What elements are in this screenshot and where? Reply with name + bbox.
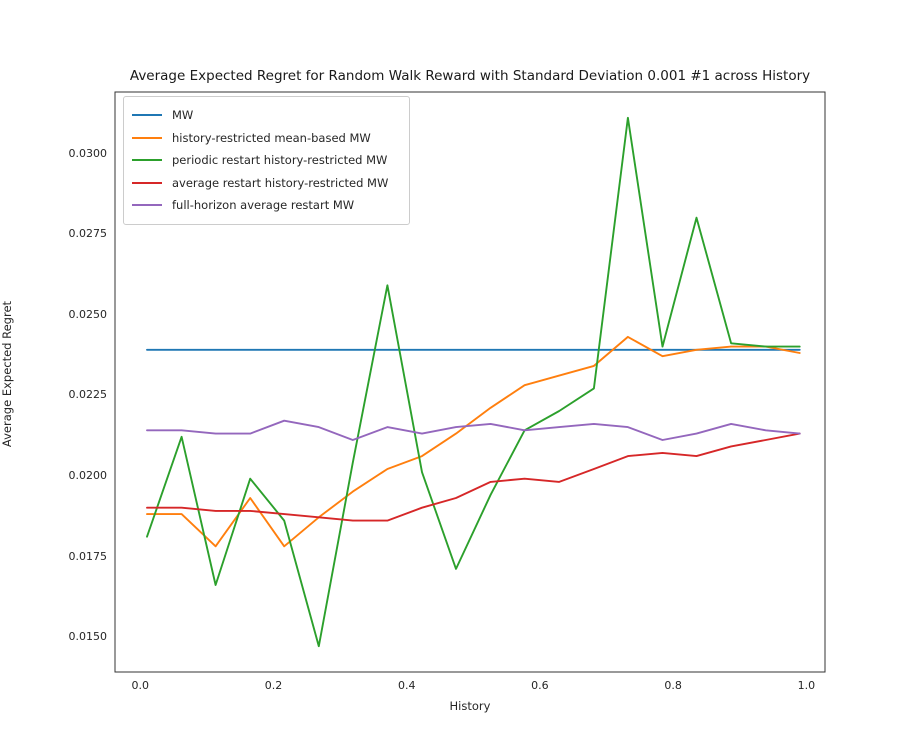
x-tick-label: 0.6 [531,679,549,692]
legend-line-swatch [132,181,162,184]
series-line-periodic-restart-history-restricted-mw [146,116,801,648]
y-tick-label: 0.0250 [68,307,108,321]
x-axis-label: History [449,699,491,713]
x-tick-label: 1.0 [797,679,816,692]
legend-line-swatch [132,159,162,162]
legend-label: periodic restart history-restricted MW [172,153,388,168]
series-line-history-restricted-mean-based-mw [146,335,801,548]
legend-label: MW [172,108,194,123]
y-tick-label: 0.0300 [68,146,108,160]
legend-item-mw: MW [132,104,399,127]
legend-item-history-restricted-mean-based-mw: history-restricted mean-based MW [132,127,399,150]
y-tick-label: 0.0225 [68,388,108,402]
y-tick-label: 0.0200 [68,468,108,482]
legend-item-average-restart-history-restricted-mw: average restart history-restricted MW [132,172,399,195]
x-tick-label: 0.8 [664,679,682,692]
legend-label: full-horizon average restart MW [172,198,355,213]
legend-label: average restart history-restricted MW [172,175,389,190]
series-line-full-horizon-average-restart-mw [146,419,801,441]
legend-item-periodic-restart-history-restricted-mw: periodic restart history-restricted MW [132,149,399,172]
y-axis-label: Average Expected Regret [0,300,14,448]
legend: MW history-restricted mean-based MW period… [123,96,410,225]
x-tick-label: 0.0 [131,679,150,692]
y-tick-label: 0.0175 [68,549,108,563]
legend-label: history-restricted mean-based MW [172,130,371,145]
legend-items: MW history-restricted mean-based MW period… [132,104,399,217]
x-tick-label: 0.2 [264,679,283,692]
axes-frame [114,91,826,673]
x-tick-label: 0.4 [397,679,416,692]
legend-line-swatch [132,136,162,139]
legend-line-swatch [132,114,162,117]
legend-item-full-horizon-average-restart-mw: full-horizon average restart MW [132,194,399,217]
y-tick-label: 0.0150 [68,630,108,644]
chart-title: Average Expected Regret for Random Walk … [129,68,811,84]
legend-line-swatch [132,204,162,207]
y-tick-label: 0.0275 [68,227,108,241]
series-line-average-restart-history-restricted-mw [146,432,801,522]
